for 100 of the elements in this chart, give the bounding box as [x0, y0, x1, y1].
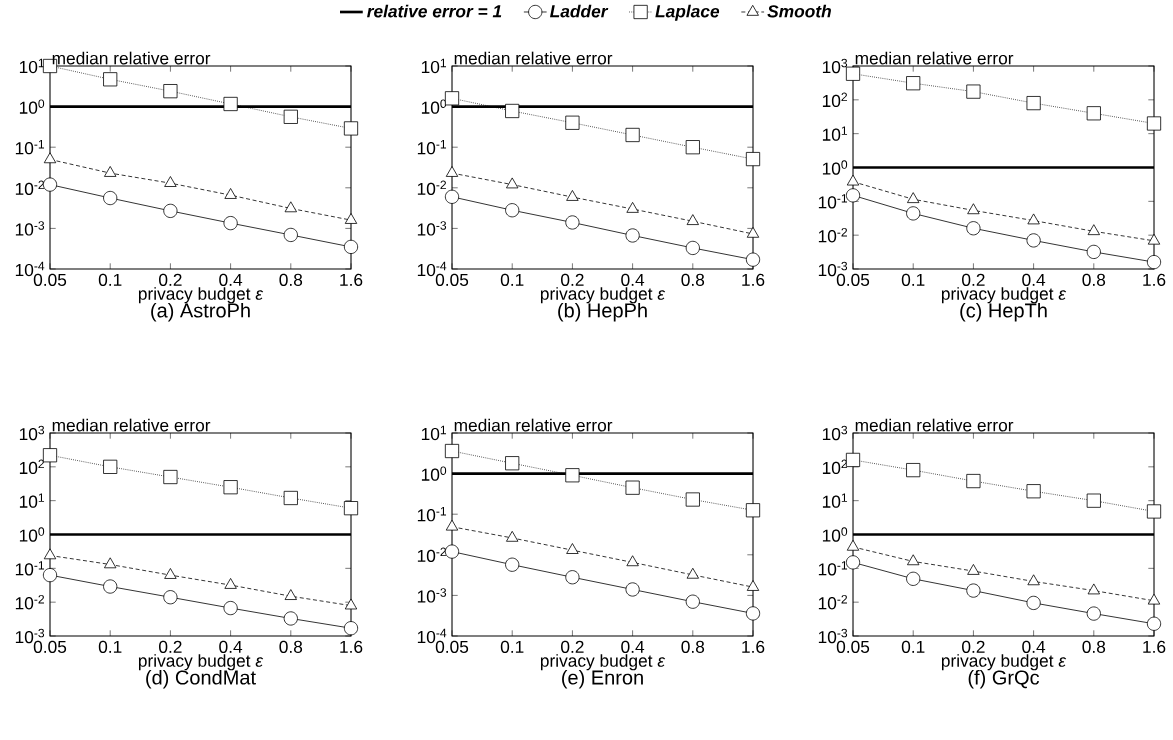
point	[164, 568, 177, 579]
point	[43, 548, 57, 560]
point	[746, 226, 760, 238]
point	[746, 580, 760, 591]
x-tick-label: 0.4	[219, 273, 243, 286]
point	[907, 192, 920, 204]
y-tick-label: 10$^{1}$	[822, 493, 848, 508]
point	[505, 456, 520, 471]
point	[343, 621, 359, 636]
legend-label: Laplace	[655, 4, 720, 21]
point	[685, 140, 700, 155]
y-tick-label: 10$^{-2}$	[15, 180, 45, 196]
point	[164, 176, 177, 187]
point	[745, 152, 761, 167]
x-tick-label: 1.6	[1143, 273, 1166, 286]
point	[966, 583, 981, 598]
point	[505, 557, 520, 572]
y-axis-title: median relative error	[855, 51, 1014, 65]
point	[1086, 493, 1101, 508]
point	[1026, 96, 1041, 111]
point	[907, 554, 920, 566]
point	[686, 567, 699, 579]
point	[565, 115, 580, 130]
point	[223, 480, 238, 495]
y-tick-label: 10$^{0}$	[822, 527, 848, 542]
y-axis-title: median relative error	[52, 418, 211, 432]
point	[906, 76, 921, 91]
point	[103, 459, 118, 474]
point	[163, 469, 178, 485]
x-tick-label: 0.1	[901, 640, 925, 653]
point	[906, 463, 921, 478]
y-tick-label: 10$^{-2}$	[417, 180, 447, 196]
x-axis-title: privacy budget ε	[138, 287, 264, 304]
point	[104, 166, 117, 177]
point	[565, 570, 580, 585]
y-tick-label: 10$^{2}$	[19, 459, 45, 475]
point	[223, 96, 238, 112]
point	[1146, 255, 1162, 270]
point	[1087, 224, 1100, 236]
point	[1146, 616, 1162, 631]
x-tick-label: 0.8	[279, 640, 303, 653]
x-tick-label: 1.6	[340, 640, 363, 653]
y-tick-label: 10$^{0}$	[19, 527, 45, 542]
y-tick-label: 10$^{-1}$	[818, 561, 848, 576]
point	[42, 177, 58, 192]
point	[625, 480, 640, 495]
legend-label: Ladder	[550, 4, 609, 18]
point	[1026, 595, 1041, 610]
point	[685, 492, 700, 507]
point	[224, 188, 237, 199]
point	[1146, 504, 1162, 519]
x-tick-label: 0.4	[1022, 640, 1046, 653]
point	[444, 544, 460, 559]
point	[745, 606, 761, 621]
legend-label: relative error = 1	[367, 4, 502, 18]
y-tick-label: 10$^{0}$	[19, 99, 45, 114]
x-tick-label: 0.1	[901, 273, 925, 286]
x-tick-label: 0.4	[621, 273, 645, 286]
y-tick-label: 10$^{-2}$	[818, 594, 848, 610]
point	[966, 473, 981, 489]
point	[1086, 106, 1101, 121]
point	[685, 240, 700, 256]
point	[625, 582, 640, 597]
y-tick-label: 10$^{3}$	[822, 58, 848, 74]
point	[42, 448, 58, 463]
point	[343, 239, 359, 254]
x-tick-label: 0.8	[681, 640, 705, 653]
point	[444, 189, 460, 204]
point	[163, 590, 178, 605]
y-tick-label: 10$^{-2}$	[15, 594, 45, 610]
y-tick-label: 10$^{0}$	[421, 99, 447, 114]
point	[506, 177, 519, 189]
point	[1086, 244, 1101, 259]
y-tick-label: 10$^{3}$	[822, 425, 848, 441]
point	[343, 501, 359, 516]
x-axis-title: privacy budget ε	[138, 654, 264, 671]
point	[966, 221, 981, 236]
point	[223, 600, 238, 616]
x-tick-label: 0.2	[159, 640, 182, 653]
x-tick-label: 0.8	[681, 273, 705, 286]
point	[1027, 213, 1040, 225]
y-tick-label: 10$^{1}$	[19, 493, 45, 508]
y-tick-label: 10$^{-1}$	[417, 507, 447, 522]
y-axis-title: median relative error	[454, 418, 613, 432]
point	[343, 121, 359, 136]
y-axis-title: median relative error	[855, 418, 1014, 432]
point	[42, 568, 58, 583]
x-tick-label: 1.6	[742, 640, 765, 653]
y-tick-label: 10$^{2}$	[822, 92, 848, 108]
point	[445, 166, 459, 177]
y-tick-label: 10$^{-3}$	[417, 221, 447, 236]
x-tick-label: 0.2	[561, 640, 584, 653]
x-axis-title: privacy budget ε	[540, 654, 666, 671]
point	[686, 214, 699, 225]
point	[846, 174, 860, 186]
point	[283, 227, 298, 243]
point	[344, 598, 358, 610]
x-tick-label: 0.4	[219, 640, 243, 653]
point	[745, 252, 761, 267]
point	[565, 468, 580, 483]
